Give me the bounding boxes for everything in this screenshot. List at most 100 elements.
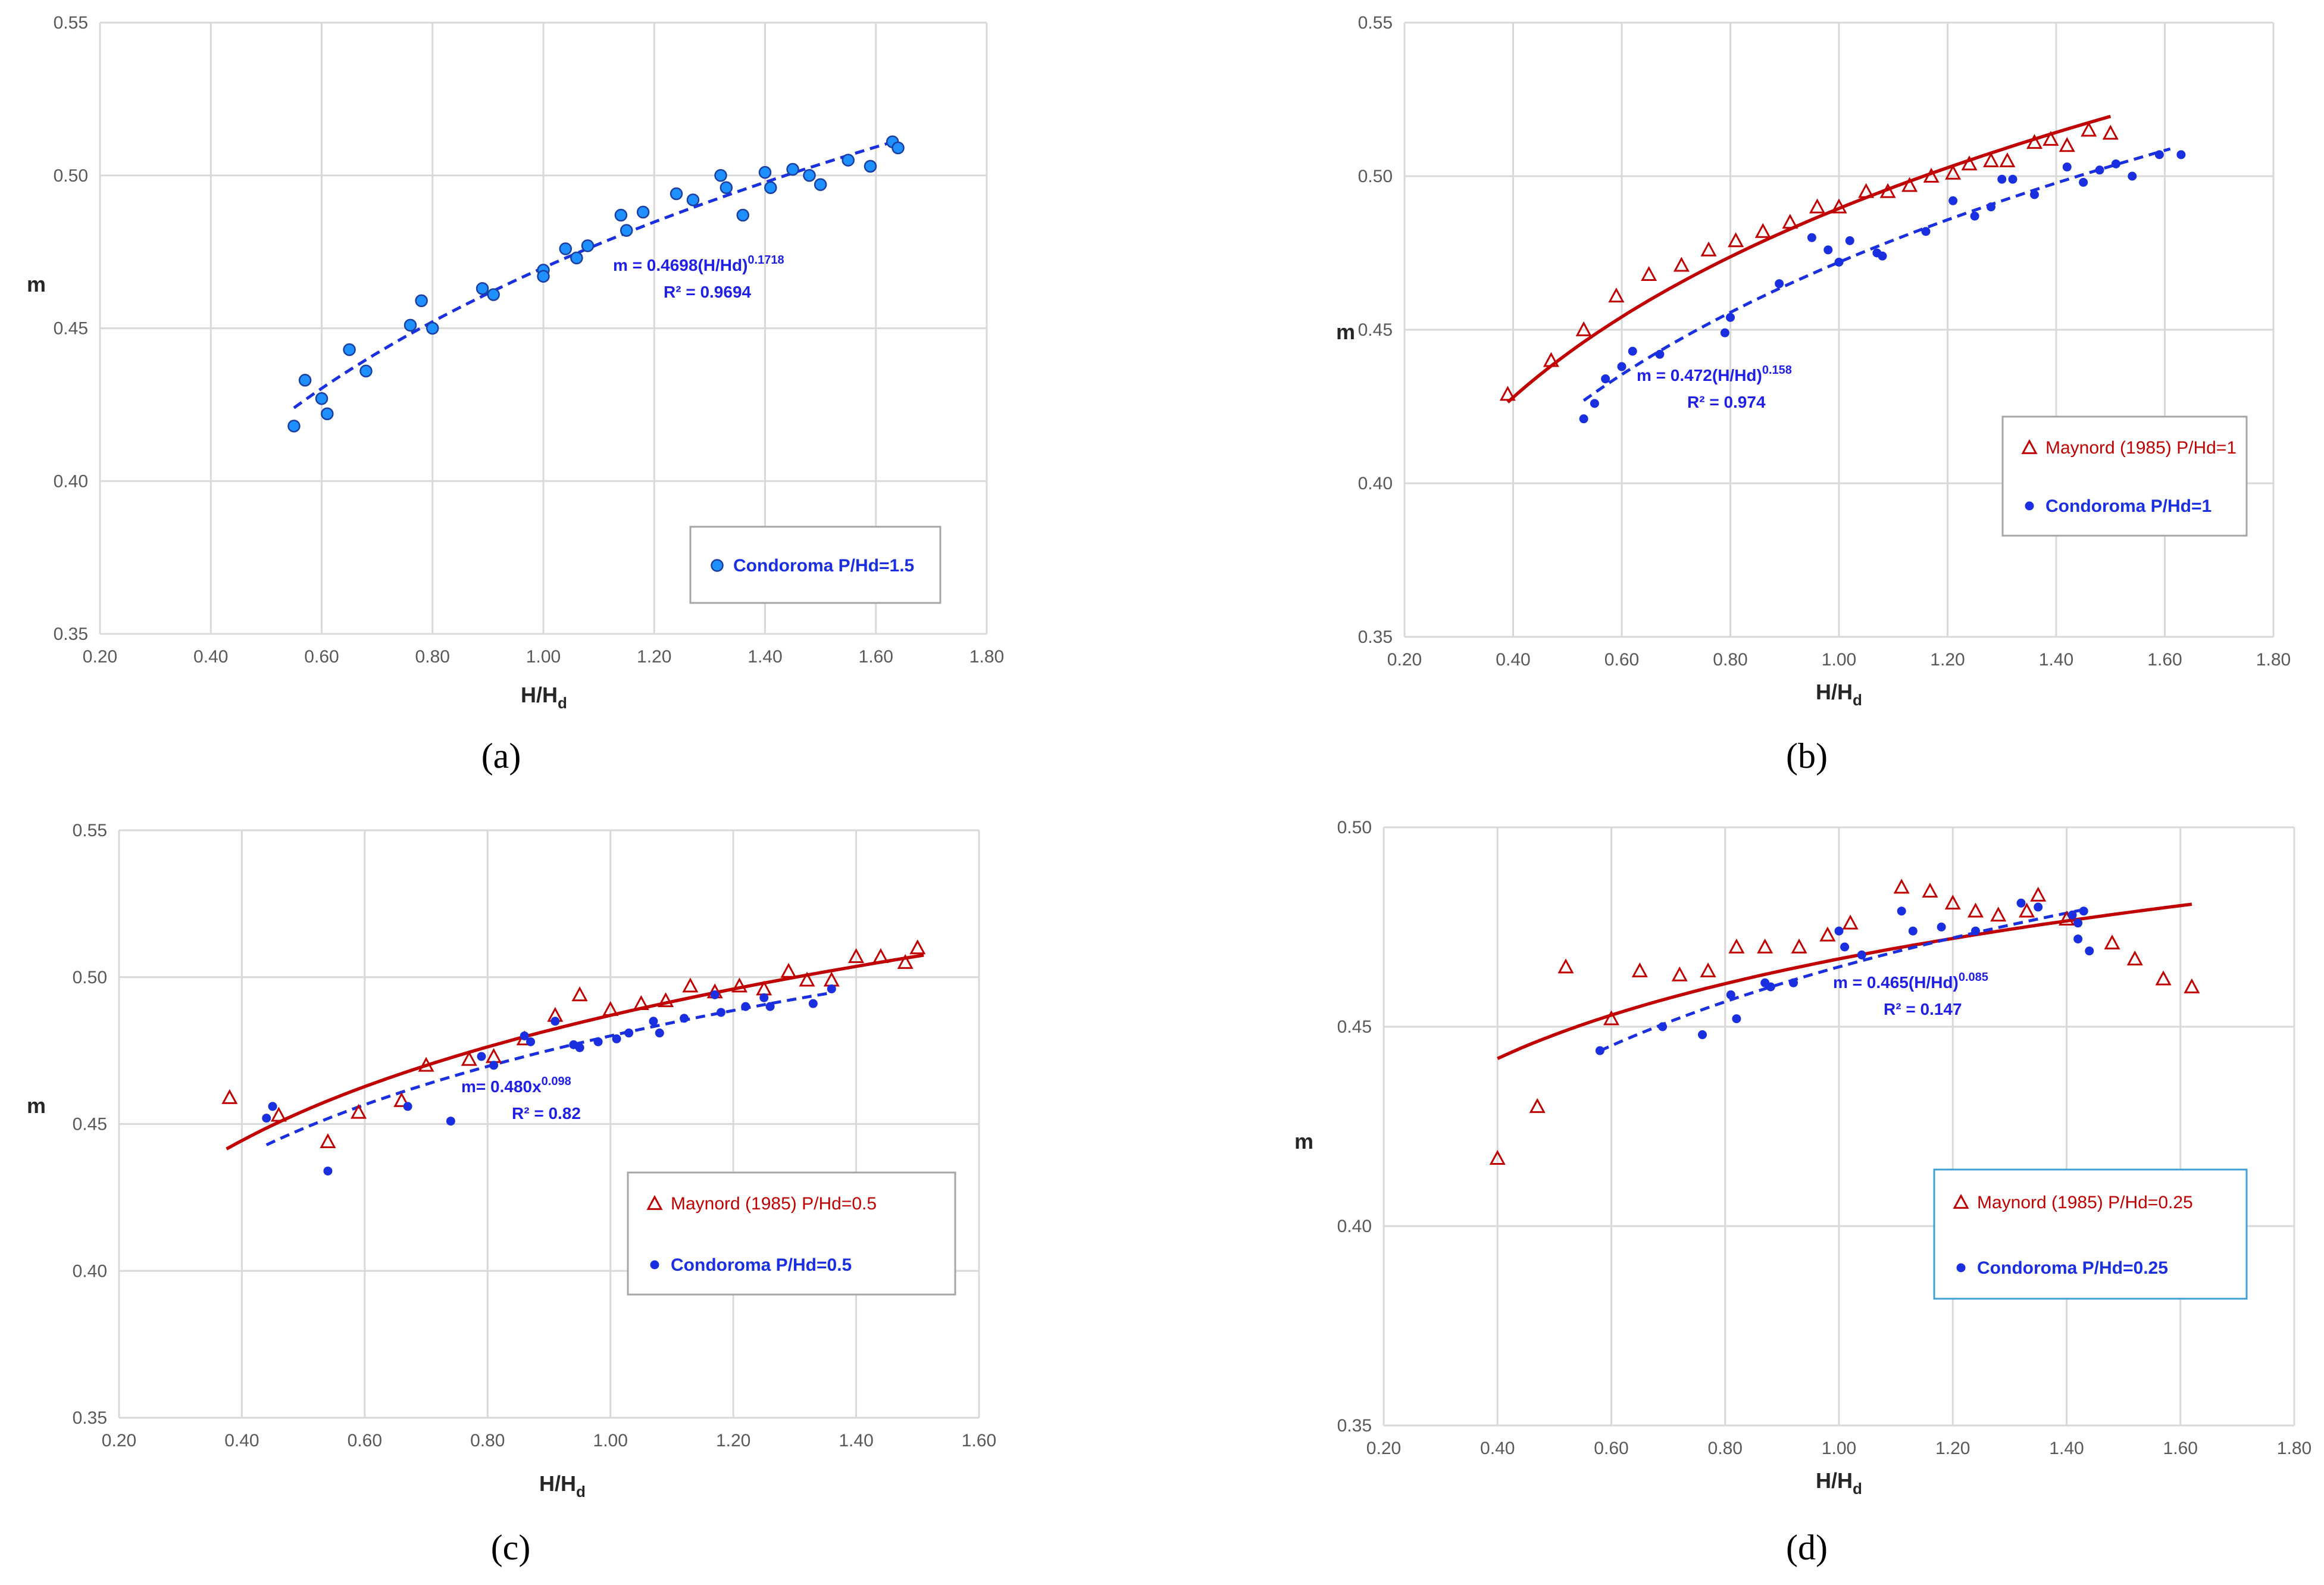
data-point [2176, 150, 2186, 160]
x-tick-label: 0.80 [415, 647, 450, 667]
r-squared: R² = 0.974 [1687, 393, 1766, 411]
data-point [1878, 251, 1887, 261]
data-point [1807, 233, 1816, 242]
y-tick-label: 0.45 [1337, 1017, 1372, 1037]
data-point [710, 990, 720, 999]
legend-marker [1956, 1263, 1966, 1273]
data-point [1728, 938, 1745, 953]
x-tick-label: 0.80 [470, 1431, 505, 1450]
data-point [1726, 312, 1735, 322]
y-tick-label: 0.55 [73, 821, 107, 840]
chart-panel-0: 0.20 0.40 0.60 0.80 1.00 1.20 1.40 1.60 1.80 0.35… [27, 13, 1004, 776]
data-point [1579, 414, 1588, 424]
data-point [620, 224, 633, 237]
data-point [758, 165, 772, 179]
data-point [670, 187, 683, 201]
data-point [426, 321, 439, 335]
r-squared: R² = 0.9694 [664, 283, 752, 301]
data-point [2073, 918, 2083, 928]
data-point [803, 169, 816, 182]
data-point [2019, 902, 2035, 918]
x-tick-label: 1.40 [747, 647, 782, 667]
fit-equation: m = 0.465(H/Hd)0.085 [1833, 971, 1988, 992]
data-point [1834, 926, 1844, 936]
data-point [2154, 150, 2164, 160]
fit-equation-base: m = 0.472(H/Hd) [1637, 366, 1762, 384]
data-point [1937, 923, 1946, 931]
chart-panel-2: 0.20 0.40 0.60 0.80 1.00 1.20 1.40 1.60 0.35 0.40… [27, 821, 996, 1567]
data-point [720, 181, 733, 195]
x-tick-label: 1.80 [2256, 650, 2291, 670]
x-tick-label: 1.20 [716, 1431, 750, 1450]
data-point [1967, 902, 1984, 918]
data-point [636, 205, 650, 219]
data-point [892, 141, 905, 155]
data-point [1908, 926, 1918, 936]
y-tick-label: 0.45 [1358, 320, 1393, 340]
x-tick-label: 1.00 [526, 647, 561, 667]
y-tick-label: 0.50 [54, 166, 88, 186]
data-point [1700, 241, 1717, 257]
data-point [602, 1001, 619, 1016]
legend-marker [2025, 501, 2034, 511]
data-point [759, 993, 769, 1002]
data-point [446, 1117, 455, 1126]
data-point [1901, 177, 1918, 192]
trendline-condoroma [1599, 908, 2084, 1052]
x-axis-label-main: H/H [1816, 680, 1853, 704]
y-tick-label: 0.45 [54, 319, 88, 339]
data-point [1893, 879, 1910, 894]
data-point [1757, 938, 1774, 953]
y-tick-label: 0.50 [1337, 818, 1372, 837]
data-point [1970, 211, 1979, 221]
x-tick-label: 1.80 [969, 647, 1004, 667]
data-point [581, 239, 595, 252]
x-tick-label: 1.40 [2049, 1439, 2084, 1458]
data-point [649, 1017, 658, 1026]
data-point [814, 178, 827, 191]
x-axis-label-subscript: d [558, 694, 567, 712]
data-point [1628, 346, 1637, 356]
data-point [864, 160, 877, 173]
x-tick-label: 1.00 [593, 1431, 628, 1450]
data-point [1728, 232, 1744, 248]
x-axis-label: H/Hd [521, 683, 567, 712]
y-axis-label: m [1294, 1129, 1313, 1153]
y-tick-label: 0.35 [1358, 627, 1393, 647]
data-point [614, 208, 628, 222]
y-tick-label: 0.40 [1358, 474, 1393, 493]
x-tick-label: 1.40 [839, 1431, 873, 1450]
data-point [2085, 946, 2094, 956]
data-point [321, 407, 334, 421]
chart-panel-1: 0.20 0.40 0.60 0.80 1.00 1.20 1.40 1.60 1.80 0.35… [1336, 13, 2291, 776]
data-point [1590, 399, 1599, 408]
data-point [2111, 159, 2120, 168]
data-point [1608, 287, 1625, 303]
data-point [393, 1092, 410, 1107]
data-point [897, 953, 914, 969]
trendline-maynord [1506, 114, 2112, 404]
y-tick-label: 0.35 [73, 1408, 107, 1428]
x-axis-label: H/Hd [1816, 680, 1862, 709]
data-point [359, 364, 373, 378]
data-point [343, 343, 356, 357]
data-point [1842, 914, 1859, 930]
data-point [808, 999, 818, 1008]
series-1 [1579, 150, 2186, 424]
data-point [486, 1048, 502, 1063]
data-point [1823, 245, 1833, 255]
x-tick-label: 1.60 [962, 1431, 996, 1450]
x-tick-label: 0.80 [1713, 650, 1747, 670]
fit-equation-base: m = 0.465(H/Hd) [1833, 973, 1959, 992]
data-point [526, 1037, 536, 1046]
data-point [655, 1028, 664, 1038]
legend-label: Condoroma P/Hd=0.25 [1977, 1258, 2168, 1278]
data-point [287, 420, 301, 433]
x-tick-label: 0.40 [1480, 1439, 1515, 1458]
panel-caption: (d) [1786, 1528, 1828, 1567]
data-point [1698, 1030, 1707, 1039]
data-point [2030, 886, 2047, 902]
y-tick-label: 0.50 [1358, 167, 1393, 186]
data-point [1819, 926, 1836, 942]
